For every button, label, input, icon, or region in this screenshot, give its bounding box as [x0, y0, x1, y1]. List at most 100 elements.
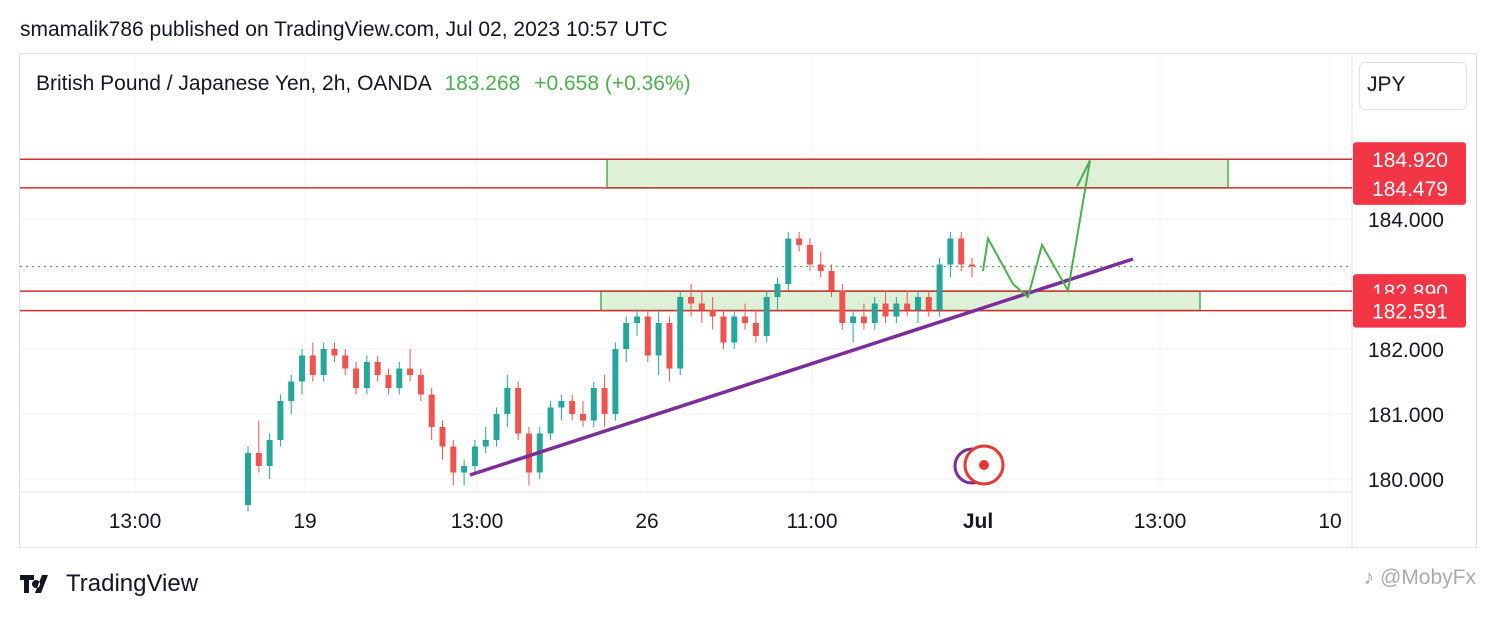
candle: [914, 290, 921, 323]
candle: [720, 310, 727, 349]
candle-body: [936, 264, 943, 310]
candle: [644, 310, 651, 362]
candle-body: [255, 453, 262, 466]
candle: [569, 394, 576, 421]
x-tick-label: 13:00: [1134, 510, 1187, 533]
candle-body: [666, 323, 673, 369]
candle: [763, 290, 770, 343]
candle: [709, 297, 716, 330]
candle-body: [709, 310, 716, 317]
candle: [439, 420, 446, 460]
tradingview-logo[interactable]: TradingView: [20, 570, 198, 598]
candle-body: [763, 297, 770, 336]
candle-body: [893, 303, 900, 317]
candle-body: [266, 440, 273, 466]
candle-body: [471, 446, 478, 466]
currency-button[interactable]: JPY: [1359, 62, 1467, 110]
projection-path: [982, 160, 1091, 299]
candle: [558, 394, 565, 421]
candle: [374, 355, 381, 382]
candle-body: [785, 238, 792, 284]
candle: [677, 290, 684, 375]
candle: [450, 440, 457, 486]
x-tick-label: 13:00: [109, 510, 162, 533]
candle: [277, 394, 284, 447]
candle: [925, 290, 932, 317]
zones-layer: [600, 158, 1229, 312]
candle: [353, 362, 360, 395]
level-label: 184.920: [1353, 142, 1466, 177]
candle: [385, 368, 392, 395]
candle-body: [579, 414, 586, 421]
candle-body: [461, 466, 468, 473]
candle: [515, 381, 522, 440]
level-label: 182.591: [1353, 293, 1466, 328]
watermark-glyph-icon: ♪: [1363, 566, 1380, 589]
x-tick-label: Jul: [963, 510, 993, 533]
candle-body: [417, 375, 424, 395]
candle-body: [860, 316, 867, 323]
tradingview-logo-icon: [20, 575, 48, 593]
candle: [266, 433, 273, 479]
y-tick-label: 182.000: [1368, 339, 1444, 362]
candle-body: [947, 238, 954, 265]
level-label-bg: [1353, 170, 1466, 205]
symbol-info: British Pound / Japanese Yen, 2h, OANDA …: [36, 72, 691, 96]
candle: [428, 388, 435, 440]
candle: [493, 407, 500, 447]
candle-body: [904, 303, 911, 310]
candle: [731, 310, 738, 349]
y-tick-label: 180.000: [1368, 469, 1444, 492]
candle-body: [515, 388, 522, 434]
candle: [796, 232, 803, 252]
candle: [461, 459, 468, 486]
candle-body: [612, 349, 619, 414]
symbol-price: 183.268: [444, 72, 521, 95]
candle-body: [958, 238, 965, 265]
candle-body: [277, 401, 284, 440]
symbol-change: +0.658 (+0.36%): [534, 72, 691, 95]
candle: [850, 310, 857, 343]
level-label-text: 184.479: [1372, 178, 1448, 201]
candle-body: [374, 362, 381, 375]
x-tick-label: 10: [1318, 510, 1341, 533]
candle: [893, 297, 900, 323]
candle-body: [806, 245, 813, 265]
candle-body: [882, 303, 889, 317]
candle: [871, 297, 878, 330]
candle: [806, 238, 813, 271]
x-tick-label: 19: [293, 510, 316, 533]
candle-body: [796, 238, 803, 245]
level-label-text: 184.920: [1372, 149, 1448, 172]
candle: [947, 232, 954, 278]
candle: [785, 232, 792, 291]
watermark-text: @MobyFx: [1380, 566, 1476, 589]
candle-body: [601, 388, 608, 414]
level-label-text: 182.591: [1372, 301, 1448, 324]
candle: [288, 375, 295, 414]
candle-body: [688, 297, 695, 304]
x-tick-label: 13:00: [451, 510, 504, 533]
candle: [396, 362, 403, 395]
candle-body: [698, 303, 705, 310]
candle: [342, 349, 349, 375]
levels-layer: [20, 158, 1352, 312]
overlays-layer: [469, 160, 1134, 486]
candle: [958, 232, 965, 271]
candle-body: [774, 284, 781, 297]
candle-body: [407, 368, 414, 375]
candle: [590, 381, 597, 427]
chart-frame: [19, 53, 1477, 548]
candle-body: [396, 368, 403, 388]
candle: [482, 427, 489, 453]
candle-body: [245, 453, 251, 505]
candle: [601, 375, 608, 427]
candle: [407, 349, 414, 382]
candle: [363, 355, 370, 395]
candle-body: [482, 440, 489, 447]
candle-body: [817, 264, 824, 271]
candle-body: [655, 323, 662, 356]
candle: [828, 264, 835, 297]
candle: [255, 420, 262, 473]
